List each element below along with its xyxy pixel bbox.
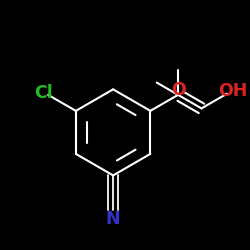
Text: OH: OH [218,82,248,100]
Text: N: N [106,210,120,228]
Text: Cl: Cl [34,84,53,102]
Text: O: O [172,81,186,99]
